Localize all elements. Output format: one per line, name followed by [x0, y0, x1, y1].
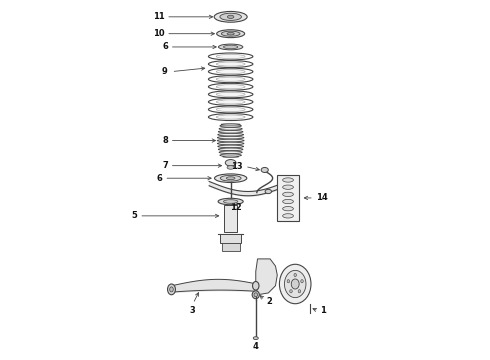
Ellipse shape — [218, 142, 244, 145]
Ellipse shape — [216, 107, 245, 112]
Ellipse shape — [216, 54, 245, 59]
Ellipse shape — [219, 148, 243, 150]
Ellipse shape — [227, 166, 234, 169]
Ellipse shape — [283, 199, 294, 204]
Ellipse shape — [216, 115, 245, 119]
Bar — [220, 234, 242, 243]
Ellipse shape — [222, 156, 239, 157]
Text: 13: 13 — [231, 162, 243, 171]
Ellipse shape — [294, 273, 296, 276]
Ellipse shape — [221, 31, 240, 36]
Text: 4: 4 — [253, 342, 259, 351]
Text: 1: 1 — [320, 306, 326, 315]
Ellipse shape — [218, 136, 244, 139]
Ellipse shape — [253, 337, 258, 339]
Text: 7: 7 — [162, 161, 168, 170]
Ellipse shape — [283, 207, 294, 211]
Ellipse shape — [168, 284, 175, 295]
Text: 2: 2 — [267, 297, 272, 306]
Text: 8: 8 — [162, 136, 168, 145]
Ellipse shape — [225, 159, 236, 166]
Ellipse shape — [220, 13, 242, 21]
Text: 6: 6 — [162, 42, 168, 51]
Ellipse shape — [216, 85, 245, 89]
Ellipse shape — [220, 154, 242, 157]
Ellipse shape — [283, 192, 294, 197]
Ellipse shape — [283, 185, 294, 189]
Ellipse shape — [216, 77, 245, 81]
Ellipse shape — [252, 282, 259, 290]
Ellipse shape — [223, 45, 238, 49]
Bar — [221, 243, 240, 251]
Ellipse shape — [227, 32, 234, 35]
Text: 5: 5 — [131, 211, 137, 220]
Ellipse shape — [219, 44, 243, 50]
Text: 3: 3 — [190, 306, 195, 315]
Text: 6: 6 — [157, 174, 163, 183]
Text: 10: 10 — [153, 29, 164, 38]
Ellipse shape — [252, 291, 259, 299]
Ellipse shape — [220, 175, 241, 181]
Ellipse shape — [217, 30, 245, 38]
Ellipse shape — [301, 280, 303, 283]
Ellipse shape — [227, 15, 234, 18]
Ellipse shape — [220, 125, 242, 127]
Ellipse shape — [287, 280, 290, 283]
Ellipse shape — [218, 134, 244, 136]
Text: 9: 9 — [161, 67, 167, 76]
Text: 12: 12 — [230, 203, 242, 212]
Ellipse shape — [265, 189, 271, 194]
Ellipse shape — [291, 279, 299, 289]
Ellipse shape — [285, 270, 306, 298]
Ellipse shape — [290, 290, 292, 293]
Text: 14: 14 — [316, 193, 328, 202]
Ellipse shape — [217, 139, 244, 142]
Ellipse shape — [261, 167, 269, 172]
Ellipse shape — [219, 127, 242, 130]
Ellipse shape — [216, 100, 245, 104]
Ellipse shape — [215, 174, 247, 183]
Ellipse shape — [298, 290, 301, 293]
Ellipse shape — [283, 214, 294, 218]
Polygon shape — [256, 259, 277, 295]
Ellipse shape — [226, 177, 235, 180]
Ellipse shape — [254, 293, 258, 297]
Ellipse shape — [218, 145, 244, 148]
Bar — [277, 175, 299, 221]
Ellipse shape — [221, 124, 240, 125]
Ellipse shape — [216, 92, 245, 96]
Bar — [224, 205, 237, 232]
Ellipse shape — [283, 178, 294, 182]
Ellipse shape — [218, 198, 243, 205]
Ellipse shape — [223, 200, 238, 203]
Ellipse shape — [219, 130, 243, 133]
Ellipse shape — [279, 264, 311, 304]
Ellipse shape — [216, 62, 245, 66]
Ellipse shape — [219, 151, 242, 154]
Ellipse shape — [170, 287, 173, 292]
Ellipse shape — [214, 12, 247, 22]
Text: 11: 11 — [152, 12, 164, 21]
Ellipse shape — [216, 69, 245, 74]
